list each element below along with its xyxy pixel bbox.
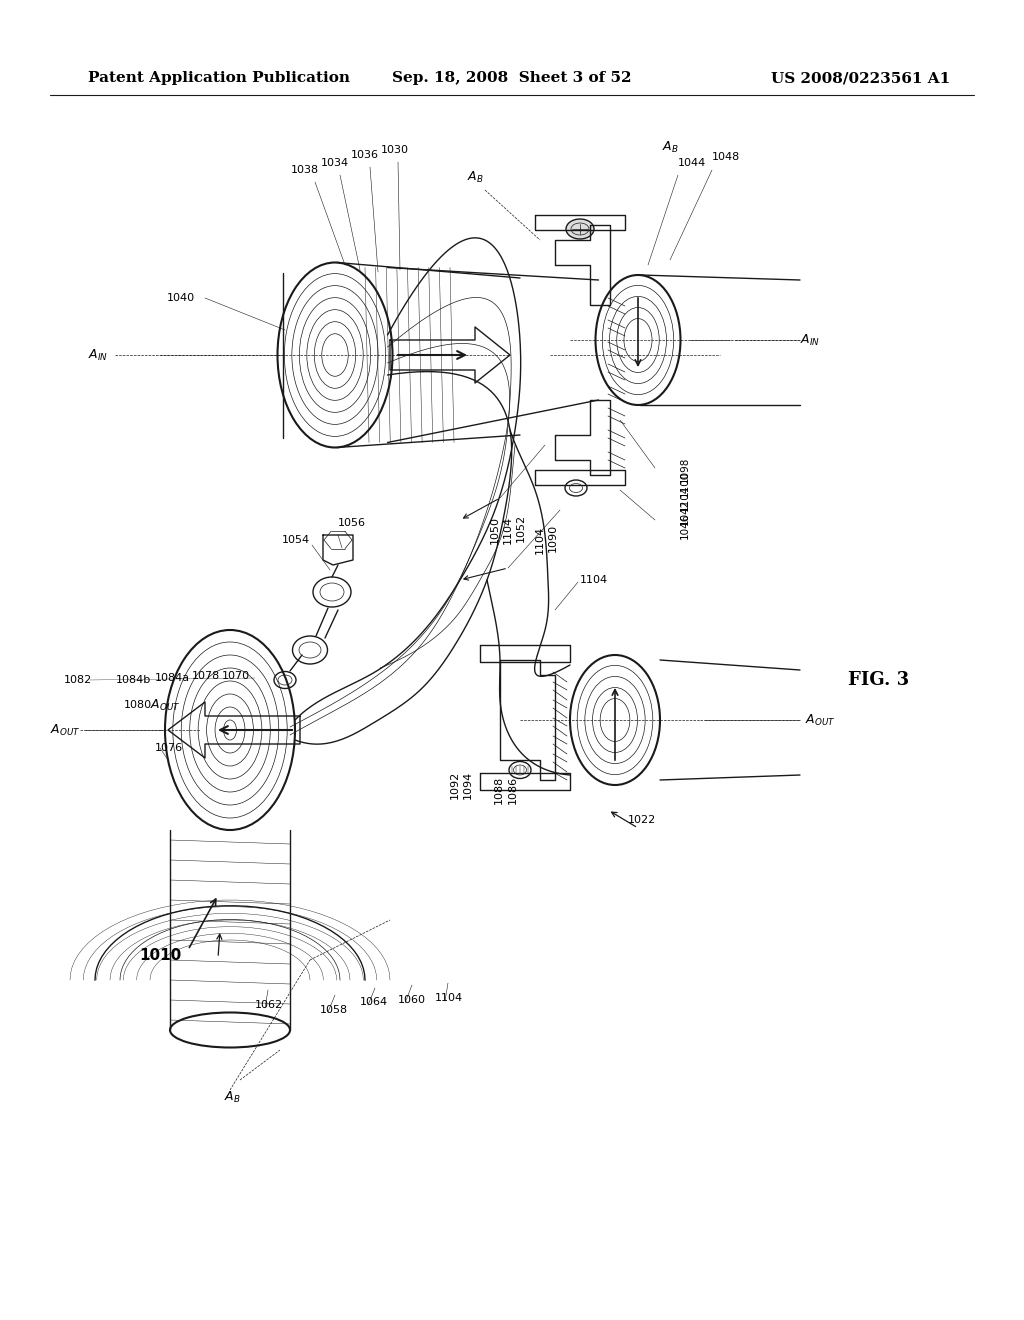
Text: $A_B$: $A_B$ [467,170,483,185]
Text: 1078: 1078 [193,671,220,681]
Text: 1104: 1104 [535,525,545,554]
Text: 1048: 1048 [712,152,740,162]
Text: Patent Application Publication: Patent Application Publication [88,71,350,84]
Text: $A_{IN}$: $A_{IN}$ [800,333,820,347]
Text: 1104: 1104 [435,993,463,1003]
Text: 1046: 1046 [680,512,690,539]
Text: 1050: 1050 [490,516,500,544]
Text: 1094: 1094 [463,771,473,799]
Text: $A_{OUT}$: $A_{OUT}$ [150,697,180,713]
Text: 1042: 1042 [680,499,690,525]
Text: 1070: 1070 [222,671,250,681]
Text: 1084a: 1084a [155,673,190,682]
Text: 1104: 1104 [503,516,513,544]
Text: $A_{OUT}$: $A_{OUT}$ [49,722,80,738]
Text: $A_{OUT}$: $A_{OUT}$ [805,713,836,727]
Text: 1082: 1082 [63,675,92,685]
Text: 1056: 1056 [338,517,366,528]
Text: 1022: 1022 [628,814,656,825]
Text: Sep. 18, 2008  Sheet 3 of 52: Sep. 18, 2008 Sheet 3 of 52 [392,71,632,84]
Text: 1044: 1044 [678,158,707,168]
Text: 1060: 1060 [398,995,426,1005]
Text: 1098: 1098 [680,457,690,483]
Text: 1064: 1064 [360,997,388,1007]
Text: 1088: 1088 [494,776,504,804]
Text: 1058: 1058 [319,1005,348,1015]
Text: 1084b: 1084b [116,675,152,685]
Text: 1040: 1040 [167,293,195,304]
Text: 1086: 1086 [508,776,518,804]
Text: 1054: 1054 [282,535,310,545]
Text: 1080: 1080 [124,700,153,710]
Text: FIG. 3: FIG. 3 [848,671,909,689]
Text: 1010: 1010 [139,948,182,962]
Text: 1062: 1062 [255,1001,283,1010]
Text: 1034: 1034 [321,158,349,168]
Text: 1104: 1104 [680,484,690,511]
Text: 1092: 1092 [450,771,460,799]
Text: $A_{IN}$: $A_{IN}$ [88,347,108,363]
Text: 1076: 1076 [155,743,183,752]
Text: $A_B$: $A_B$ [662,140,678,154]
Text: 1036: 1036 [351,150,379,160]
Text: 1052: 1052 [516,513,526,543]
Text: 1038: 1038 [291,165,319,176]
Text: 1100: 1100 [680,471,690,498]
Text: 1104: 1104 [580,576,608,585]
Text: $A_B$: $A_B$ [223,1090,241,1105]
Ellipse shape [566,219,594,239]
Text: US 2008/0223561 A1: US 2008/0223561 A1 [771,71,950,84]
Text: 1030: 1030 [381,145,409,154]
Text: 1090: 1090 [548,524,558,552]
